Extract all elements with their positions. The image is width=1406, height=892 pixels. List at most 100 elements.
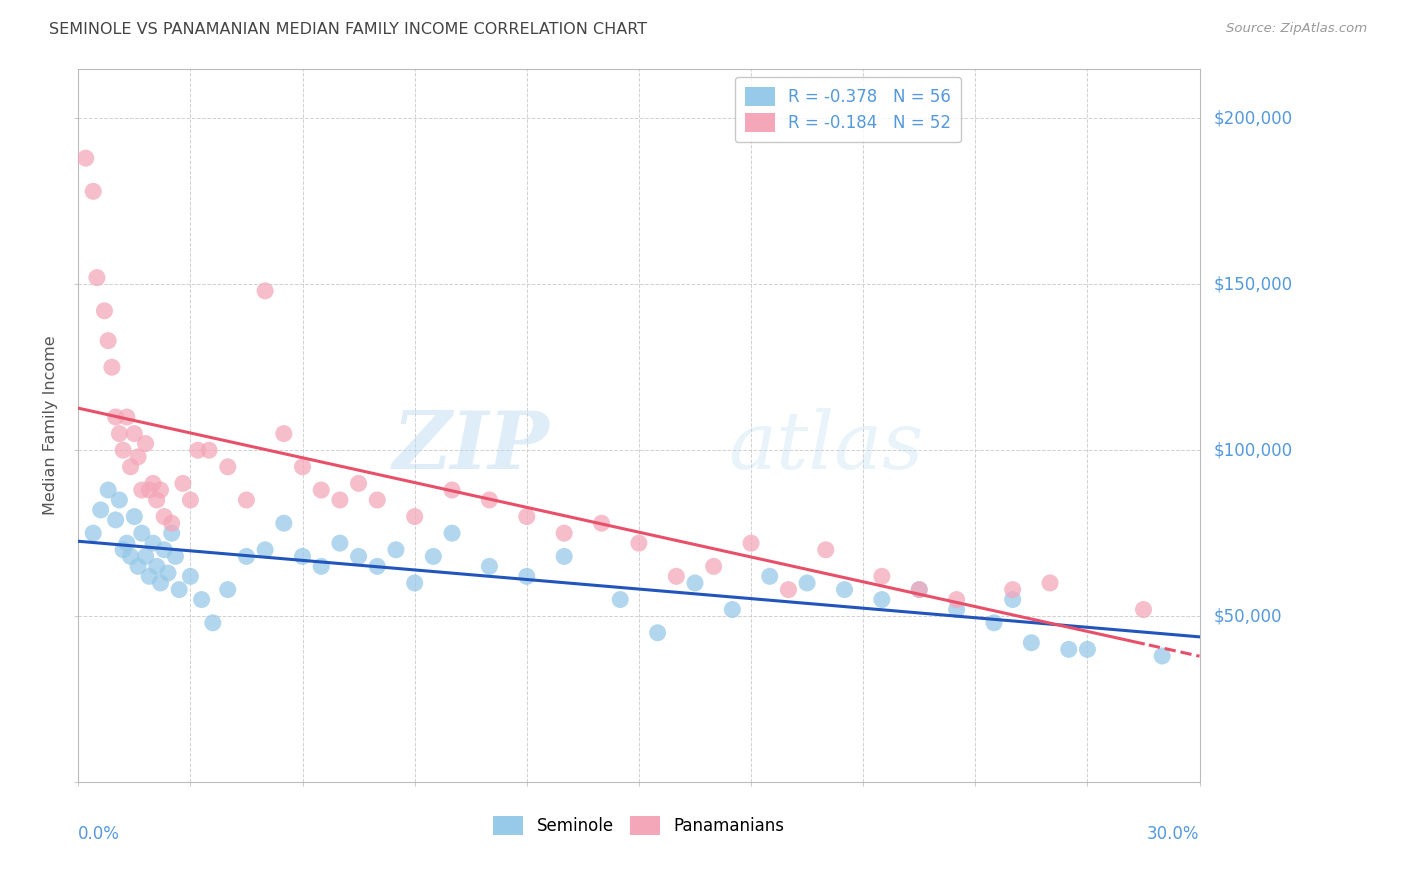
Point — [235, 549, 257, 564]
Text: $150,000: $150,000 — [1213, 276, 1292, 293]
Point — [1057, 642, 1080, 657]
Point — [703, 559, 725, 574]
Point — [254, 284, 277, 298]
Point — [758, 569, 780, 583]
Point — [796, 576, 818, 591]
Point — [291, 549, 314, 564]
Point — [385, 542, 408, 557]
Point — [86, 270, 108, 285]
Point — [138, 483, 160, 497]
Point — [115, 536, 138, 550]
Point — [187, 443, 209, 458]
Point — [93, 303, 115, 318]
Text: SEMINOLE VS PANAMANIAN MEDIAN FAMILY INCOME CORRELATION CHART: SEMINOLE VS PANAMANIAN MEDIAN FAMILY INC… — [49, 22, 647, 37]
Point — [104, 513, 127, 527]
Point — [983, 615, 1005, 630]
Point — [814, 542, 837, 557]
Point — [153, 542, 176, 557]
Point — [945, 602, 967, 616]
Point — [120, 549, 142, 564]
Point — [97, 334, 120, 348]
Point — [347, 549, 370, 564]
Point — [516, 569, 538, 583]
Text: $200,000: $200,000 — [1213, 110, 1292, 128]
Point — [135, 436, 157, 450]
Point — [120, 459, 142, 474]
Text: $50,000: $50,000 — [1213, 607, 1282, 625]
Point — [172, 476, 194, 491]
Point — [235, 493, 257, 508]
Text: 0.0%: 0.0% — [79, 825, 120, 843]
Point — [647, 625, 669, 640]
Point — [156, 566, 179, 580]
Text: 30.0%: 30.0% — [1147, 825, 1199, 843]
Point — [553, 526, 575, 541]
Point — [516, 509, 538, 524]
Point — [366, 559, 388, 574]
Point — [870, 592, 893, 607]
Point — [124, 426, 146, 441]
Point — [553, 549, 575, 564]
Point — [870, 569, 893, 583]
Point — [138, 569, 160, 583]
Point — [145, 493, 167, 508]
Point — [329, 536, 352, 550]
Point — [115, 410, 138, 425]
Point — [908, 582, 931, 597]
Point — [347, 476, 370, 491]
Point — [145, 559, 167, 574]
Point — [90, 503, 112, 517]
Point — [1076, 642, 1098, 657]
Point — [309, 559, 332, 574]
Point — [591, 516, 613, 531]
Point — [75, 151, 97, 165]
Point — [101, 360, 124, 375]
Text: $100,000: $100,000 — [1213, 442, 1292, 459]
Point — [478, 493, 501, 508]
Point — [309, 483, 332, 497]
Point — [1001, 592, 1024, 607]
Point — [329, 493, 352, 508]
Point — [112, 443, 135, 458]
Point — [683, 576, 706, 591]
Point — [1039, 576, 1062, 591]
Point — [153, 509, 176, 524]
Legend: Seminole, Panamanians: Seminole, Panamanians — [486, 809, 792, 841]
Point — [721, 602, 744, 616]
Point — [201, 615, 224, 630]
Point — [108, 493, 131, 508]
Point — [740, 536, 762, 550]
Point — [440, 526, 463, 541]
Point — [142, 476, 165, 491]
Point — [104, 410, 127, 425]
Point — [627, 536, 650, 550]
Text: ZIP: ZIP — [392, 408, 550, 485]
Point — [179, 569, 201, 583]
Point — [108, 426, 131, 441]
Point — [1152, 648, 1174, 663]
Point — [1001, 582, 1024, 597]
Point — [165, 549, 187, 564]
Point — [127, 559, 149, 574]
Point — [82, 526, 104, 541]
Point — [217, 459, 239, 474]
Point — [609, 592, 631, 607]
Point — [834, 582, 856, 597]
Point — [291, 459, 314, 474]
Point — [149, 483, 172, 497]
Point — [149, 576, 172, 591]
Point — [908, 582, 931, 597]
Point — [198, 443, 221, 458]
Point — [82, 184, 104, 198]
Point — [366, 493, 388, 508]
Point — [1132, 602, 1154, 616]
Point — [179, 493, 201, 508]
Text: atlas: atlas — [728, 408, 924, 485]
Y-axis label: Median Family Income: Median Family Income — [44, 335, 58, 515]
Point — [665, 569, 688, 583]
Point — [142, 536, 165, 550]
Point — [217, 582, 239, 597]
Point — [1021, 636, 1043, 650]
Point — [160, 516, 183, 531]
Point — [778, 582, 800, 597]
